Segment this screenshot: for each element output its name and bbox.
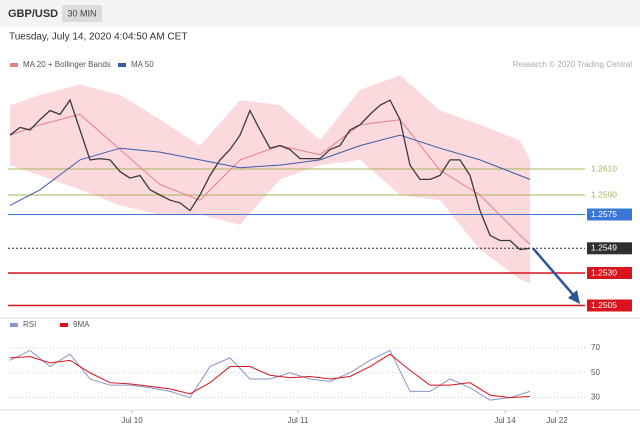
ma-line: [9, 134, 531, 206]
x-tick-label: Jul 11: [288, 416, 309, 425]
rsi-line: [9, 353, 531, 399]
bollinger-band: [10, 75, 530, 284]
legend-label: 9MA: [73, 320, 90, 329]
x-tick-label: Jul 22: [546, 416, 568, 425]
legend-swatch: [118, 63, 126, 67]
rsi-line: [9, 349, 531, 401]
chart-title: GBP/USD: [8, 8, 58, 20]
level-label-box: [587, 267, 632, 279]
header-bar: [0, 0, 640, 26]
forecast-arrow: [532, 247, 577, 299]
level-label-box: [587, 242, 632, 255]
level-label: 1.2590: [591, 189, 617, 199]
x-tick-label: Jul 10: [121, 416, 143, 425]
legend-label: MA 20 + Bollinger Bands: [23, 60, 111, 69]
rsi-tick-label: 50: [591, 368, 600, 377]
level-label: 1.2549: [591, 243, 617, 253]
rsi-tick-label: 30: [591, 393, 600, 402]
legend-swatch: [60, 323, 68, 327]
price-line: [9, 98, 531, 251]
level-label-box: [587, 208, 632, 221]
level-label: 1.2505: [591, 300, 617, 310]
timeframe: 30 MIN: [67, 8, 96, 18]
rsi-tick-label: 70: [591, 343, 600, 352]
credit: Research © 2020 Trading Central: [513, 60, 633, 69]
forecast-arrowhead: [568, 290, 580, 304]
subtitle: Tuesday, July 14, 2020 4:04:50 AM CET: [9, 32, 187, 43]
legend-label: RSI: [23, 320, 36, 329]
x-tick-label: Jul 14: [494, 416, 516, 425]
level-label: 1.2610: [591, 163, 617, 173]
legend-label: MA 50: [131, 60, 154, 69]
legend-swatch: [10, 63, 18, 67]
level-label: 1.2530: [591, 267, 617, 277]
timeframe-badge[interactable]: [62, 5, 102, 22]
level-label: 1.2575: [591, 209, 617, 219]
legend-swatch: [10, 323, 18, 327]
level-label-box: [587, 299, 632, 312]
